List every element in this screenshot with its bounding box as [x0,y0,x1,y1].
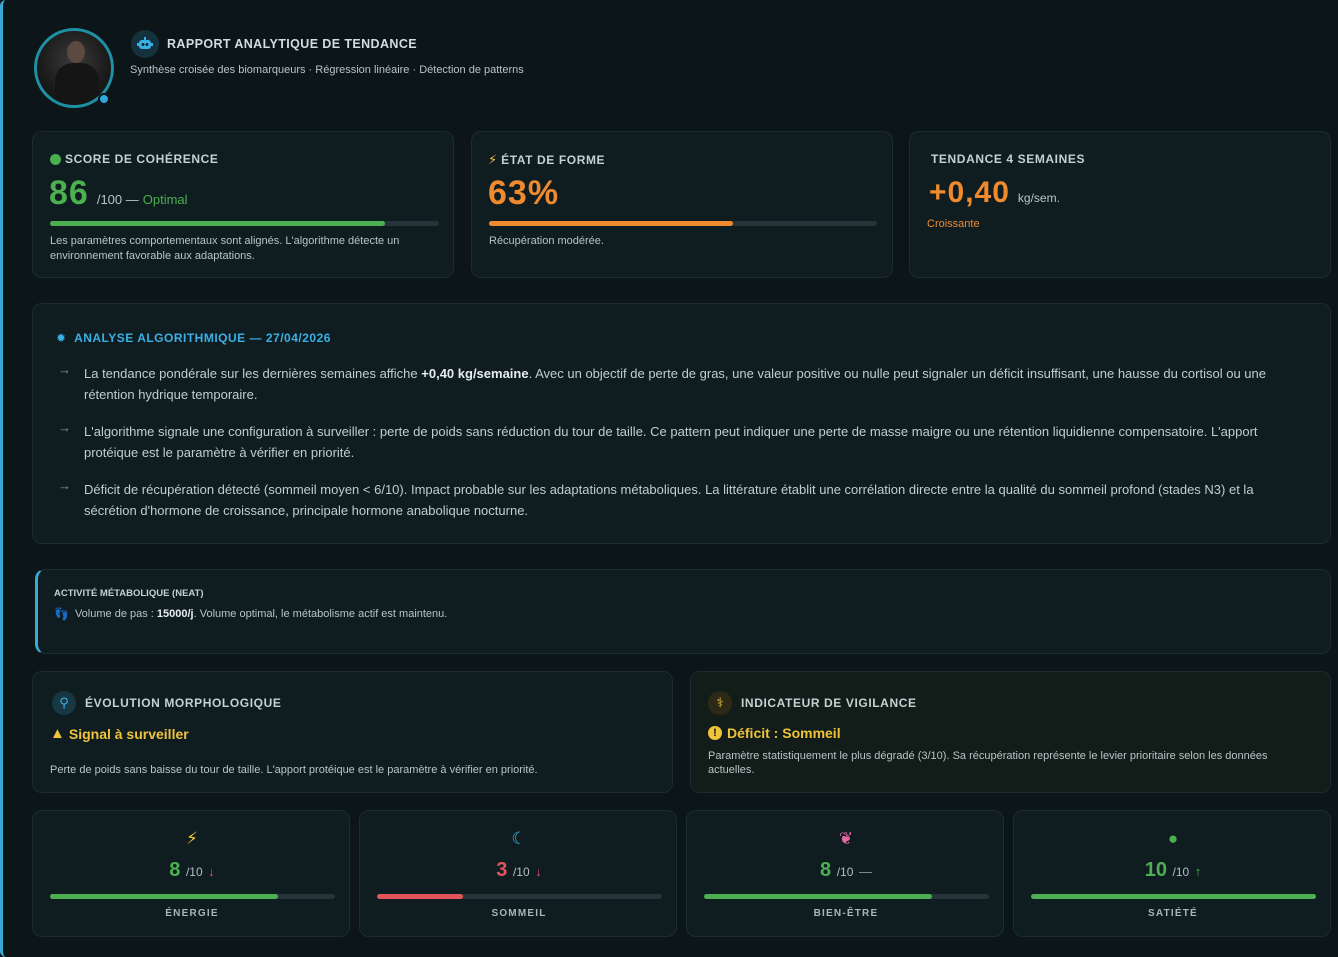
coherence-score-bar [50,221,439,226]
morphology-signal: Signal à surveiller [68,725,189,742]
metric-bar [377,894,662,899]
analysis-title: ANALYSE ALGORITHMIQUE — 27/04/2026 [74,331,331,345]
metric-card: ● 10 /10 ↑ SATIÉTÉ [1013,810,1331,937]
trend-status: Croissante [927,218,980,230]
trend-card: TENDANCE 4 SEMAINES +0,40 kg/sem. Croiss… [909,131,1331,278]
metric-name: ÉNERGIE [165,908,219,919]
morphology-card: ⚲ ÉVOLUTION MORPHOLOGIQUE ▲ Signal à sur… [32,671,673,793]
page-title: RAPPORT ANALYTIQUE DE TENDANCE [167,37,417,51]
metric-value: 10 [1144,859,1167,881]
lightning-icon: ⚡ [488,152,498,167]
apple-icon: ● [1167,829,1179,848]
metric-unit: /10 [836,865,854,879]
metric-name: SOMMEIL [491,908,547,919]
metric-value-row: 10 /10 ↑ [1014,859,1332,882]
bullet-arrow-icon: → [58,420,71,435]
lightning-icon: ⚡ [186,829,198,848]
progress-fill [50,221,385,226]
analysis-bullet: L'algorithme signale une configuration à… [84,424,1258,460]
footsteps-icon: 👣 [54,607,69,621]
metric-bar [704,894,989,899]
bullet-arrow-icon: → [58,478,71,493]
metric-name: SATIÉTÉ [1148,908,1198,919]
trend-unit: kg/sem. [1017,191,1060,205]
metric-bar-fill [704,894,932,899]
metric-bar [50,894,335,899]
vigilance-title: INDICATEUR DE VIGILANCE [741,696,917,710]
alert-circle-icon: ! [708,726,722,740]
progress-fill [489,221,734,226]
warning-icon: ▲ [50,725,65,742]
metric-bar-fill [1031,894,1316,899]
coherence-score-description: Les paramètres comportementaux sont alig… [50,235,400,262]
person-icon: ⚲ [52,691,76,715]
metric-bar [1031,894,1316,899]
metric-card: ☾ 3 /10 ↓ SOMMEIL [359,810,677,937]
coherence-score-value: 86 [49,174,89,212]
coherence-score-unit: /100 — [96,192,139,207]
metric-unit: /10 [185,865,203,879]
metric-card: ❦ 8 /10 — BIEN-ÊTRE [686,810,1004,937]
trend-label: TENDANCE 4 SEMAINES [931,152,1086,166]
brain-status-icon [50,153,61,165]
metric-bar-fill [377,894,463,899]
metric-trend: — [858,864,872,879]
vigilance-card: ⚕ INDICATEUR DE VIGILANCE ! Déficit : So… [690,671,1331,793]
metric-unit: /10 [512,865,530,879]
metric-value-row: 8 /10 ↓ [33,859,351,882]
neat-activity-card: ACTIVITÉ MÉTABOLIQUE (NEAT) 👣 Volume de … [35,569,1331,654]
metric-name: BIEN-ÊTRE [813,908,879,919]
metric-value-row: 8 /10 — [687,859,1005,882]
vigilance-signal: Déficit : Sommeil [727,725,841,741]
coherence-score-card: SCORE DE COHÉRENCE 86 /100 — Optimal Les… [32,131,454,278]
trend-value: +0,40 [929,176,1010,209]
page-subtitle: Synthèse croisée des biomarqueurs · Régr… [130,64,524,76]
robot-icon [131,30,159,58]
fitness-state-card: ⚡ ÉTAT DE FORME 63% Récupération modérée… [471,131,893,278]
moon-icon: ☾ [511,829,527,848]
metric-trend: ↓ [535,864,542,879]
fitness-state-description: Récupération modérée. [489,235,604,247]
morphology-description: Perte de poids sans baisse du tour de ta… [50,764,538,776]
metric-bar-fill [50,894,278,899]
vigilance-description: Paramètre statistiquement le plus dégrad… [708,750,1268,776]
neat-text: Volume de pas : 15000/j. Volume optimal,… [74,608,448,620]
morphology-title: ÉVOLUTION MORPHOLOGIQUE [85,696,282,710]
fitness-state-value: 63% [488,174,560,212]
metric-trend: ↑ [1194,864,1202,879]
avatar[interactable] [34,28,114,108]
algorithmic-analysis-card: ✹ ANALYSE ALGORITHMIQUE — 27/04/2026 [32,303,1331,544]
fitness-state-label: ÉTAT DE FORME [501,153,606,167]
metric-value-row: 3 /10 ↓ [360,859,678,882]
analysis-bullet: Déficit de récupération détecté (sommeil… [84,482,1254,518]
metric-value: 8 [820,859,832,881]
analysis-bullet: La tendance pondérale sur les dernières … [84,366,1266,402]
fitness-state-bar [489,221,877,226]
coherence-score-label: SCORE DE COHÉRENCE [65,152,219,166]
metric-card: ⚡ 8 /10 ↓ ÉNERGIE [32,810,350,937]
bullet-arrow-icon: → [58,362,71,377]
stethoscope-icon: ⚕ [708,691,732,715]
neat-title: ACTIVITÉ MÉTABOLIQUE (NEAT) [54,588,204,599]
metric-value: 8 [169,859,181,881]
metric-value: 3 [496,859,508,881]
coherence-score-status: Optimal [142,192,188,207]
metric-unit: /10 [1172,865,1190,879]
brain-icon: ❦ [838,829,854,848]
gear-icon: ✹ [56,331,67,345]
online-status-dot [98,93,110,105]
metric-trend: ↓ [208,864,215,879]
